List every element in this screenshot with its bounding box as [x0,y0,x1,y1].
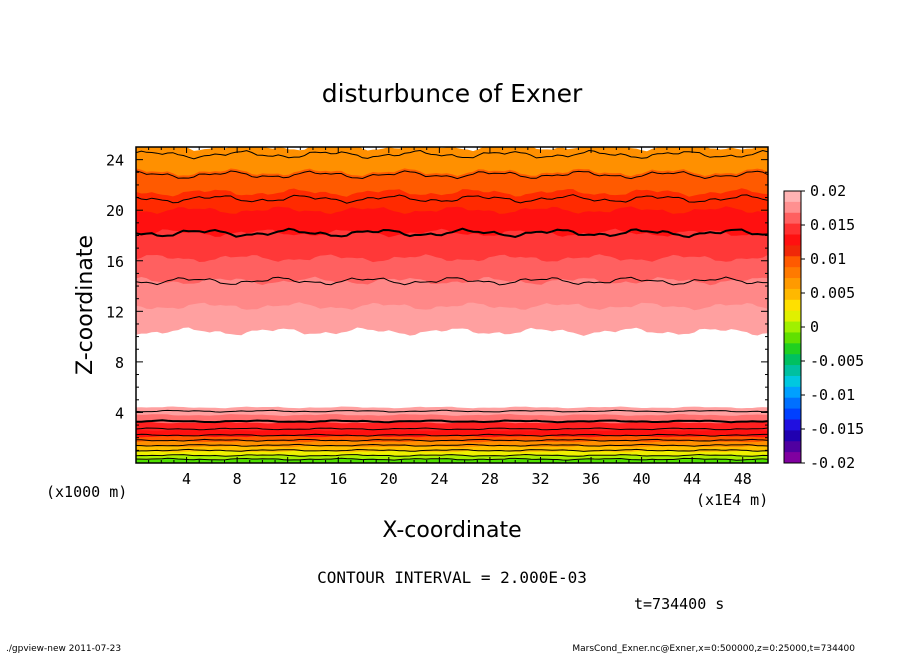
colorbar-cell [784,321,801,333]
contour-line [136,427,768,431]
x-tick-label: 36 [582,470,600,488]
x-tick-label: 28 [481,470,499,488]
x-tick-label: 4 [182,470,191,488]
y-tick-label: 24 [106,152,124,170]
colorbar-cell [784,299,801,312]
colorbar-tick-label: 0 [810,318,819,336]
y-axis-label: Z-coordinate [73,235,98,375]
contour-line [136,433,768,437]
contour-line [136,276,768,286]
colorbar-cell [784,288,801,301]
colorbar-cell [784,212,801,225]
colorbar-cell [784,343,801,355]
colorbar-cell [784,419,801,431]
colorbar-cell [784,397,801,410]
x-axis-label: X-coordinate [382,518,521,543]
colorbar-cell [784,430,801,442]
colorbar-cell [784,441,801,453]
colorbar-cell [784,278,801,290]
contour-line [136,194,768,204]
colorbar-cell [784,375,801,388]
x-tick-label: 24 [430,470,448,488]
colorbar-cell [784,267,801,279]
colorbar-cell [784,234,801,246]
x-tick-label: 12 [279,470,297,488]
y-tick-label: 8 [115,354,124,372]
x-tick-label: 40 [633,470,651,488]
colorbar-cell [784,365,801,377]
x-tick-label: 16 [329,470,347,488]
contour-line [136,443,768,447]
contour-line [136,227,768,239]
footer-left: ./gpview-new 2011-07-23 [6,644,121,654]
colorbar-cell [784,310,801,323]
y-unit-label: (x1000 m) [46,483,127,501]
y-tick-label: 16 [106,253,124,271]
colorbar-tick-label: -0.015 [810,420,864,438]
colorbar: 0.02 0.015 0.01 0.005 0 -0.005 -0.01 -0.015 -0.0… [783,182,864,472]
colorbar-cell [784,332,801,344]
contour-interval-text: CONTOUR INTERVAL = 2.000E-03 [317,568,587,587]
contour-line [136,409,768,413]
contour-line [136,419,768,424]
colorbar-tick-label: 0.01 [810,250,846,268]
x-unit-label: (x1E4 m) [696,491,768,509]
x-tick-label: 44 [683,470,701,488]
footer-right: MarsCond_Exner.nc@Exner,x=0:500000,z=0:2… [572,644,855,654]
colorbar-tick-label: 0.005 [810,284,855,302]
colorbar-cell [784,408,801,420]
contour-line [136,453,768,457]
colorbar-cell [784,354,801,366]
x-tick-label: 8 [233,470,242,488]
y-tick-label: 4 [115,404,124,422]
y-tick-label: 20 [106,202,124,220]
colorbar-tick-label: 0.02 [810,182,846,200]
x-tick-label: 48 [734,470,752,488]
colorbar-cell [784,191,801,203]
colorbar-cell [784,452,801,464]
colorbar-cell [784,245,801,257]
colorbar-cell [784,256,801,268]
time-label: t=734400 s [634,595,724,613]
colorbar-tick-label: -0.02 [810,454,855,472]
colorbar-cell [784,386,801,399]
colorbar-tick-label: -0.01 [810,386,855,404]
contour-line [136,448,768,452]
y-tick-label: 12 [106,303,124,321]
colorbar-cell [784,201,801,214]
contour-line [136,170,768,180]
x-tick-label: 20 [380,470,398,488]
colorbar-tick-label: -0.005 [810,352,864,370]
chart-title: disturbunce of Exner [322,79,583,108]
x-tick-label: 32 [531,470,549,488]
contour-line [136,457,768,461]
colorbar-cell [784,223,801,236]
contour-line [136,438,768,442]
colorbar-tick-label: 0.015 [810,216,855,234]
contour-line [136,149,768,160]
